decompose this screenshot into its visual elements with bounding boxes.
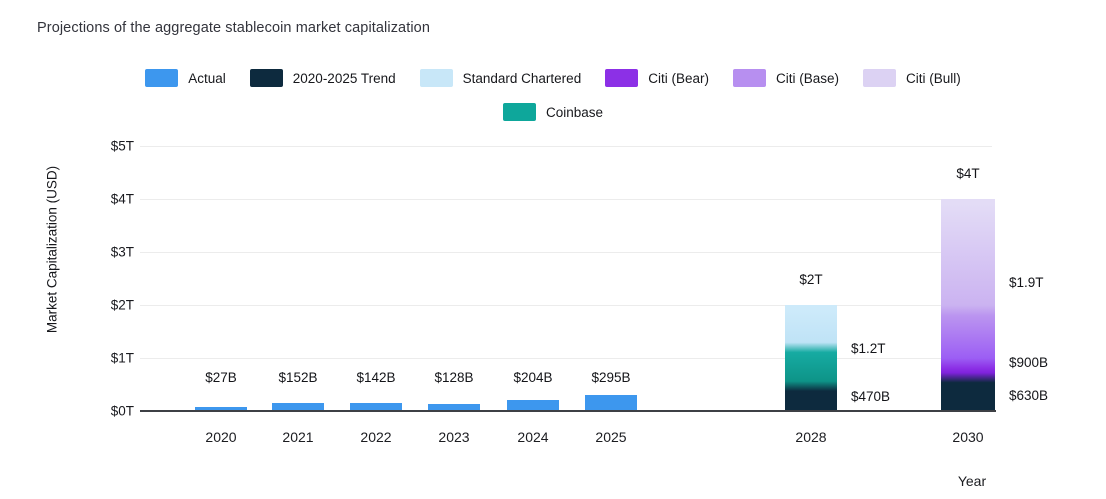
bar-2021 <box>272 402 324 411</box>
x-tick-label-2025: 2025 <box>595 429 627 445</box>
gridline <box>140 357 992 359</box>
gridline <box>140 251 992 253</box>
legend-label-citi-bull: Citi (Bull) <box>905 70 961 86</box>
bar-2025 <box>585 395 637 411</box>
segment-value-label-citi-base: $1.9T <box>1009 275 1044 290</box>
legend-row-2: Coinbase <box>0 103 1106 121</box>
bar-total-label-2028: $2T <box>799 272 823 287</box>
legend-swatch-2020-2025-trend <box>249 69 283 87</box>
segment-value-label-2020-2025-trend: $630B <box>1009 388 1049 403</box>
y-tick-label: $5T <box>110 138 134 154</box>
legend-item-coinbase: Coinbase <box>502 103 604 121</box>
legend-item-standard-chartered: Standard Chartered <box>419 69 582 87</box>
legend-label-2020-2025-trend: 2020-2025 Trend <box>292 70 396 86</box>
x-axis-title: Year <box>957 473 987 489</box>
legend-row-1: Actual 2020-2025 Trend Standard Chartered C… <box>0 69 1106 87</box>
y-tick-label: $0T <box>110 403 134 419</box>
gridline <box>140 198 992 200</box>
legend-swatch-actual <box>145 69 179 87</box>
legend-label-citi-base: Citi (Base) <box>775 70 839 86</box>
legend-label-standard-chartered: Standard Chartered <box>462 70 582 86</box>
legend-swatch-citi-bear <box>605 69 639 87</box>
legend-item-citi-bear: Citi (Bear) <box>605 69 709 87</box>
legend-label-citi-bear: Citi (Bear) <box>648 70 709 86</box>
y-tick-label: $2T <box>110 297 134 313</box>
x-tick-label-2021: 2021 <box>282 429 314 445</box>
bar-total-label-2024: $204B <box>513 370 553 385</box>
bar-2022 <box>350 403 402 411</box>
bar-2024 <box>507 400 559 411</box>
legend-swatch-citi-bull <box>862 69 896 87</box>
segment-value-label-2020-2025-trend: $470B <box>851 389 891 404</box>
bar-2023 <box>428 404 480 411</box>
bar-total-label-2022: $142B <box>356 370 396 385</box>
legend-item-citi-bull: Citi (Bull) <box>862 69 961 87</box>
y-tick-label: $3T <box>110 244 134 260</box>
legend-item-actual: Actual <box>145 69 226 87</box>
chart-title: Projections of the aggregate stablecoin … <box>37 20 430 36</box>
x-tick-label-2020: 2020 <box>205 429 237 445</box>
bar-2030 <box>941 199 995 411</box>
x-tick-label-2022: 2022 <box>360 429 392 445</box>
segment-value-label-coinbase: $1.2T <box>851 341 886 356</box>
legend-swatch-standard-chartered <box>419 69 453 87</box>
bar-total-label-2030: $4T <box>956 166 980 181</box>
x-tick-label-2028: 2028 <box>795 429 827 445</box>
legend-item-citi-base: Citi (Base) <box>732 69 839 87</box>
y-tick-label: $4T <box>110 191 134 207</box>
legend-item-2020-2025-trend: 2020-2025 Trend <box>249 69 396 87</box>
gridline <box>140 304 992 306</box>
bar-2020 <box>195 407 247 411</box>
legend-swatch-coinbase <box>502 103 536 121</box>
legend-swatch-citi-base <box>732 69 766 87</box>
legend-label-coinbase: Coinbase <box>545 104 604 120</box>
y-axis-title: Market Capitalization (USD) <box>44 165 60 334</box>
bar-total-label-2023: $128B <box>434 370 474 385</box>
bar-total-label-2025: $295B <box>591 370 631 385</box>
x-axis-line <box>140 410 996 412</box>
segment-value-label-citi-bear: $900B <box>1009 355 1049 370</box>
gridline <box>140 145 992 147</box>
bar-total-label-2020: $27B <box>205 370 237 385</box>
legend-label-actual: Actual <box>188 70 226 86</box>
x-tick-label-2030: 2030 <box>952 429 984 445</box>
y-tick-label: $1T <box>110 350 134 366</box>
x-tick-label-2023: 2023 <box>438 429 470 445</box>
bar-total-label-2021: $152B <box>278 370 318 385</box>
bar-2028 <box>785 305 837 411</box>
x-tick-label-2024: 2024 <box>517 429 549 445</box>
